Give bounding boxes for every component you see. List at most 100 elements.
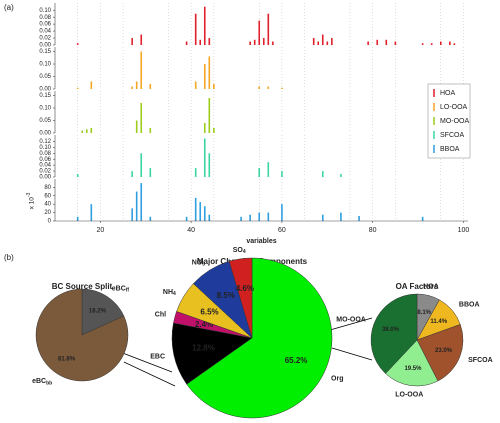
- stick: [358, 215, 360, 221]
- y-tick-label: 0.04: [39, 163, 51, 169]
- y-tick-label: 0.02: [39, 169, 51, 175]
- legend-label: LO-OOA: [440, 104, 468, 111]
- pie-category-label: Chl: [155, 312, 166, 319]
- stick: [208, 153, 211, 177]
- pie-category-label: NO3: [192, 259, 206, 267]
- y-scale-exponent: -3: [26, 192, 32, 197]
- stick: [258, 86, 261, 89]
- y-tick-label: 0.12: [39, 139, 51, 145]
- stick: [140, 51, 143, 89]
- stick: [76, 87, 79, 89]
- pie-value-label: 19.5%: [404, 366, 422, 372]
- stick: [213, 128, 215, 133]
- stick: [267, 86, 270, 89]
- stick: [267, 212, 270, 221]
- pie-category-label: SO4: [233, 247, 246, 255]
- pie-value-label: 2.4%: [195, 320, 213, 329]
- y-tick-label: 0.15: [39, 49, 51, 55]
- pie-slice: [171, 322, 253, 385]
- stick: [185, 41, 188, 45]
- y-scale-label: x 10-3: [26, 192, 35, 209]
- pie-value-label: 11.4%: [430, 319, 447, 325]
- stick: [76, 174, 79, 177]
- pie-value-label: 6.5%: [200, 307, 218, 316]
- stick: [76, 43, 79, 45]
- pie-value-label: 38.0%: [382, 327, 400, 333]
- pie-slice: [385, 339, 439, 387]
- y-tick-label: 0.10: [39, 62, 51, 68]
- stick: [240, 216, 242, 221]
- stick: [321, 214, 324, 221]
- stick: [199, 202, 202, 221]
- pie-category-label: MO-OOA: [336, 317, 366, 324]
- stick: [281, 87, 283, 89]
- stick: [213, 84, 215, 89]
- pie-slice: [370, 293, 418, 374]
- pie-title: OA Factors: [396, 282, 439, 291]
- y-tick-label: 0.05: [39, 74, 51, 80]
- pie-category-label: Org: [331, 376, 343, 383]
- stick: [430, 43, 433, 45]
- pie-category-label: LO-OOA: [395, 391, 423, 398]
- stick: [149, 168, 152, 177]
- pie-value-label: 8.1%: [417, 310, 431, 316]
- pie-category-label: NH4: [163, 289, 176, 297]
- pie-value-label: 81.8%: [58, 357, 76, 363]
- stick: [281, 204, 283, 221]
- y-tick-label: 0.04: [39, 29, 51, 35]
- pie-category-subscript: bb: [46, 381, 52, 387]
- stick: [131, 208, 133, 221]
- y-tick-label: 80: [44, 185, 51, 191]
- stick: [208, 56, 211, 89]
- stick: [149, 216, 152, 221]
- pie-value-label: 8.5%: [217, 291, 235, 300]
- stick: [194, 81, 197, 89]
- stick: [135, 191, 138, 221]
- stick: [253, 39, 256, 45]
- stick: [194, 168, 197, 177]
- connector: [123, 361, 176, 387]
- x-tick-label: 40: [187, 227, 195, 234]
- pie-title: BC Source Split: [52, 282, 113, 291]
- legend-box: [427, 83, 471, 159]
- stick: [194, 197, 197, 221]
- stick: [312, 38, 315, 45]
- stick: [203, 138, 206, 177]
- stick: [208, 98, 211, 133]
- pie-category-label: SFCOA: [468, 357, 493, 364]
- stick: [131, 38, 133, 45]
- stick: [140, 153, 143, 177]
- stick: [385, 39, 388, 45]
- stick: [272, 41, 274, 45]
- stick: [185, 216, 188, 221]
- stick: [203, 123, 206, 133]
- stick: [331, 38, 333, 45]
- stick: [149, 128, 152, 133]
- stick: [208, 214, 211, 221]
- x-tick-label: 100: [458, 227, 470, 234]
- stick: [340, 212, 342, 221]
- stick: [76, 216, 79, 221]
- pie-category-label: eBCff: [112, 286, 130, 294]
- y-tick-label: 0.00: [39, 131, 51, 137]
- stick: [199, 39, 202, 45]
- y-tick-label: 0.06: [39, 157, 51, 163]
- x-tick-label: 60: [278, 227, 286, 234]
- stick: [140, 183, 143, 221]
- pie-category-label: BBOA: [459, 301, 480, 308]
- stick: [203, 206, 206, 221]
- stick: [81, 130, 84, 133]
- pie-value-label: 65.2%: [285, 356, 308, 365]
- stick: [85, 129, 88, 133]
- y-tick-label: 0.08: [39, 151, 51, 157]
- stick: [317, 41, 320, 45]
- panel-label: (a): [4, 3, 14, 12]
- pie-value-label: 18.2%: [89, 309, 107, 315]
- legend-label: MO-OOA: [440, 118, 469, 125]
- stick: [281, 171, 283, 177]
- stick: [326, 41, 329, 45]
- stick: [439, 41, 442, 45]
- pie-slice: [81, 288, 125, 336]
- x-tick-label: 20: [96, 227, 104, 234]
- stick: [140, 103, 143, 133]
